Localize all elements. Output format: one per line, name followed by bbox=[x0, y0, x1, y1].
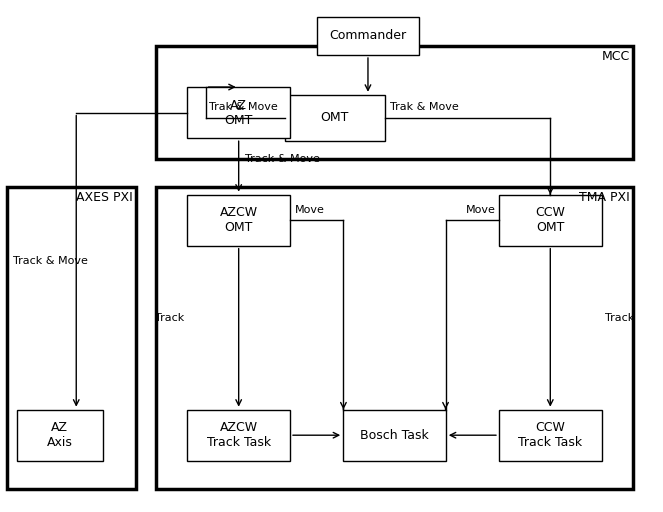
Bar bbox=[499, 195, 602, 246]
Text: MCC: MCC bbox=[601, 50, 630, 63]
Text: Trak & Move: Trak & Move bbox=[390, 101, 459, 112]
Bar bbox=[7, 187, 136, 489]
Bar bbox=[187, 87, 290, 138]
Bar bbox=[285, 95, 385, 141]
Text: AXES PXI: AXES PXI bbox=[76, 191, 133, 204]
Bar bbox=[343, 410, 446, 461]
Text: Bosch Task: Bosch Task bbox=[360, 429, 429, 442]
Text: Track: Track bbox=[154, 312, 184, 323]
Text: Track & Move: Track & Move bbox=[245, 154, 320, 164]
Bar bbox=[17, 410, 103, 461]
Text: OMT: OMT bbox=[321, 111, 349, 124]
Text: Move: Move bbox=[465, 205, 495, 215]
Text: TMA PXI: TMA PXI bbox=[579, 191, 630, 204]
Bar bbox=[156, 46, 633, 159]
Text: Track: Track bbox=[605, 312, 634, 323]
Text: AZ
Axis: AZ Axis bbox=[46, 421, 73, 449]
Text: AZ
OMT: AZ OMT bbox=[225, 99, 253, 126]
Text: AZCW
OMT: AZCW OMT bbox=[219, 206, 258, 234]
Text: Track & Move: Track & Move bbox=[13, 256, 88, 266]
Bar bbox=[187, 410, 290, 461]
Bar bbox=[187, 195, 290, 246]
Text: Trak & Move: Trak & Move bbox=[209, 101, 278, 112]
Text: Commander: Commander bbox=[330, 29, 406, 42]
Text: AZCW
Track Task: AZCW Track Task bbox=[207, 421, 271, 449]
Text: CCW
Track Task: CCW Track Task bbox=[518, 421, 582, 449]
Bar bbox=[317, 16, 420, 55]
Bar bbox=[499, 410, 602, 461]
Bar bbox=[156, 187, 633, 489]
Text: CCW
OMT: CCW OMT bbox=[535, 206, 566, 234]
Text: Move: Move bbox=[296, 205, 326, 215]
